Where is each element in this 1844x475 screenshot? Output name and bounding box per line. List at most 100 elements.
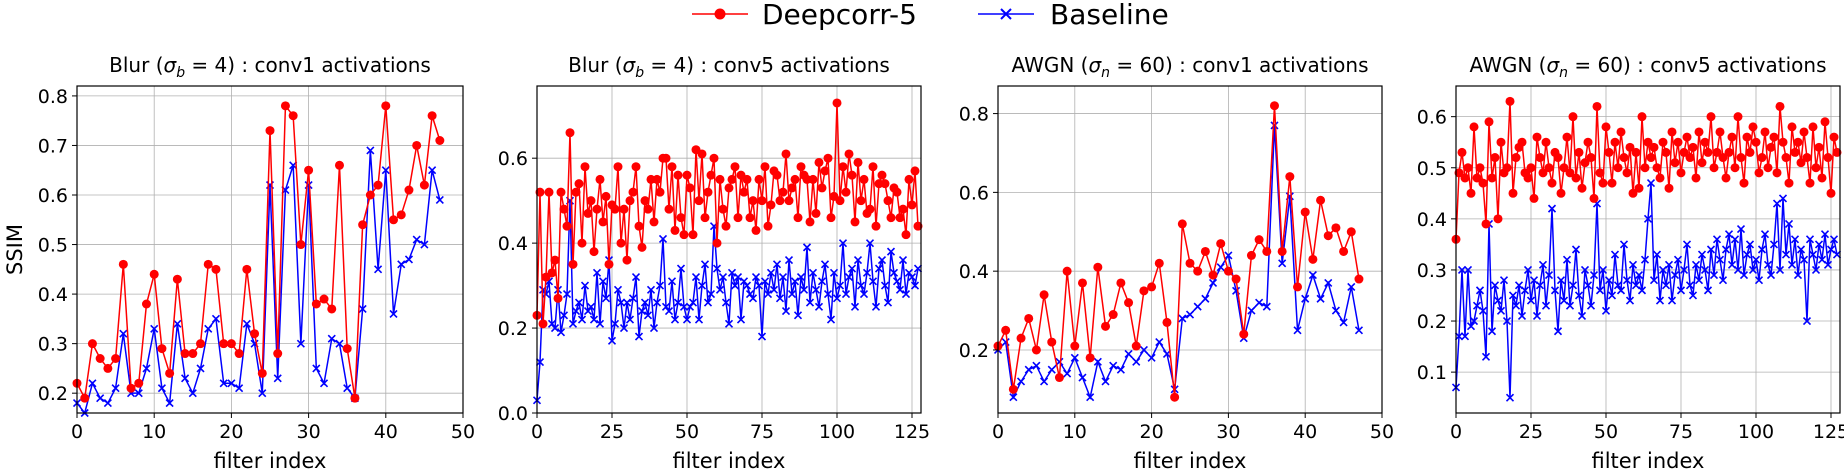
data-point bbox=[165, 399, 174, 408]
data-point bbox=[892, 277, 902, 286]
data-point bbox=[1607, 178, 1617, 188]
data-point bbox=[1262, 246, 1272, 256]
data-point bbox=[1544, 163, 1554, 173]
data-point bbox=[1541, 137, 1551, 147]
x-tick-label: 0 bbox=[71, 421, 83, 443]
data-point bbox=[1553, 327, 1563, 336]
subplot-title: Blur (σb = 4) : conv1 activations bbox=[109, 53, 431, 81]
data-point bbox=[1601, 306, 1611, 315]
data-point bbox=[1354, 274, 1364, 284]
x-tick-label: 40 bbox=[1293, 421, 1317, 443]
x-tick-label: 0 bbox=[1450, 421, 1462, 443]
data-point bbox=[1748, 122, 1758, 132]
data-point bbox=[1721, 245, 1731, 254]
data-point bbox=[577, 238, 587, 248]
data-point bbox=[1715, 255, 1725, 264]
data-point bbox=[1201, 294, 1210, 303]
data-point bbox=[103, 363, 113, 373]
data-point bbox=[1805, 178, 1815, 188]
axes-frame bbox=[1455, 85, 1841, 414]
data-point bbox=[889, 268, 899, 277]
data-point bbox=[835, 196, 845, 206]
data-point bbox=[1526, 296, 1536, 305]
data-point bbox=[1101, 321, 1111, 331]
y-tick-label: 0.8 bbox=[38, 86, 68, 108]
data-point bbox=[1508, 188, 1518, 198]
data-point bbox=[1589, 270, 1599, 280]
data-point bbox=[646, 285, 656, 294]
data-point bbox=[595, 319, 605, 328]
data-point bbox=[95, 354, 105, 363]
data-point bbox=[634, 332, 644, 341]
data-point bbox=[601, 294, 611, 303]
data-point bbox=[1649, 142, 1659, 152]
data-point bbox=[1493, 296, 1503, 305]
data-point bbox=[625, 315, 635, 324]
data-point bbox=[622, 255, 632, 265]
data-point bbox=[1208, 278, 1218, 288]
data-point bbox=[1505, 393, 1515, 402]
data-point bbox=[739, 277, 749, 286]
data-point bbox=[781, 307, 791, 316]
data-point bbox=[904, 268, 914, 277]
data-point bbox=[1694, 276, 1704, 285]
data-point bbox=[1124, 298, 1134, 308]
data-point bbox=[1269, 101, 1279, 111]
data-point bbox=[1568, 112, 1578, 122]
x-tick-label: 10 bbox=[142, 421, 166, 443]
data-point bbox=[428, 166, 437, 175]
data-point bbox=[1047, 337, 1057, 347]
data-point bbox=[1517, 137, 1527, 147]
data-point bbox=[1817, 173, 1827, 183]
data-point bbox=[1532, 132, 1542, 142]
data-point bbox=[1673, 255, 1683, 264]
data-point bbox=[1502, 163, 1512, 173]
data-point bbox=[562, 290, 572, 299]
data-point bbox=[766, 200, 776, 210]
data-point bbox=[111, 384, 120, 393]
x-tick-label: 75 bbox=[1669, 421, 1693, 443]
data-point bbox=[700, 213, 710, 223]
data-point bbox=[568, 319, 578, 328]
data-point bbox=[1493, 214, 1503, 224]
data-point bbox=[754, 281, 764, 290]
data-point bbox=[1132, 357, 1141, 366]
x-tick-label: 50 bbox=[451, 421, 475, 443]
data-point bbox=[1631, 147, 1641, 157]
y-tick-label: 0.3 bbox=[38, 334, 68, 356]
data-point bbox=[1697, 158, 1707, 168]
data-point bbox=[883, 196, 893, 206]
data-point bbox=[790, 174, 800, 184]
data-point bbox=[1787, 122, 1797, 132]
data-point bbox=[859, 290, 869, 299]
data-point bbox=[586, 302, 596, 311]
data-point bbox=[1670, 270, 1680, 280]
data-point bbox=[1001, 325, 1011, 335]
data-point bbox=[847, 170, 857, 180]
data-point bbox=[739, 187, 749, 197]
data-point bbox=[715, 174, 725, 184]
data-point bbox=[1544, 270, 1554, 280]
data-point bbox=[616, 298, 626, 307]
data-point bbox=[631, 273, 641, 282]
y-tick-label: 0.4 bbox=[1417, 209, 1447, 231]
data-point bbox=[1814, 240, 1824, 249]
data-point bbox=[892, 187, 902, 197]
data-point bbox=[1246, 250, 1256, 260]
data-point bbox=[242, 264, 252, 274]
data-point bbox=[718, 273, 728, 282]
data-point bbox=[1790, 147, 1800, 157]
subplot-3: 0 10 20 30 40 50 0.2 0.4 0.6 0.8 filter index AWGN … bbox=[959, 53, 1394, 473]
data-point bbox=[1469, 122, 1479, 132]
data-point bbox=[583, 208, 593, 218]
data-point bbox=[219, 379, 228, 388]
data-point bbox=[550, 323, 560, 333]
data-point bbox=[1793, 270, 1803, 280]
y-tick-label: 0.6 bbox=[38, 185, 68, 207]
data-point bbox=[1688, 291, 1698, 300]
data-point bbox=[865, 204, 875, 214]
data-point bbox=[1517, 311, 1527, 320]
data-point bbox=[1574, 291, 1584, 300]
data-point bbox=[1331, 223, 1341, 233]
